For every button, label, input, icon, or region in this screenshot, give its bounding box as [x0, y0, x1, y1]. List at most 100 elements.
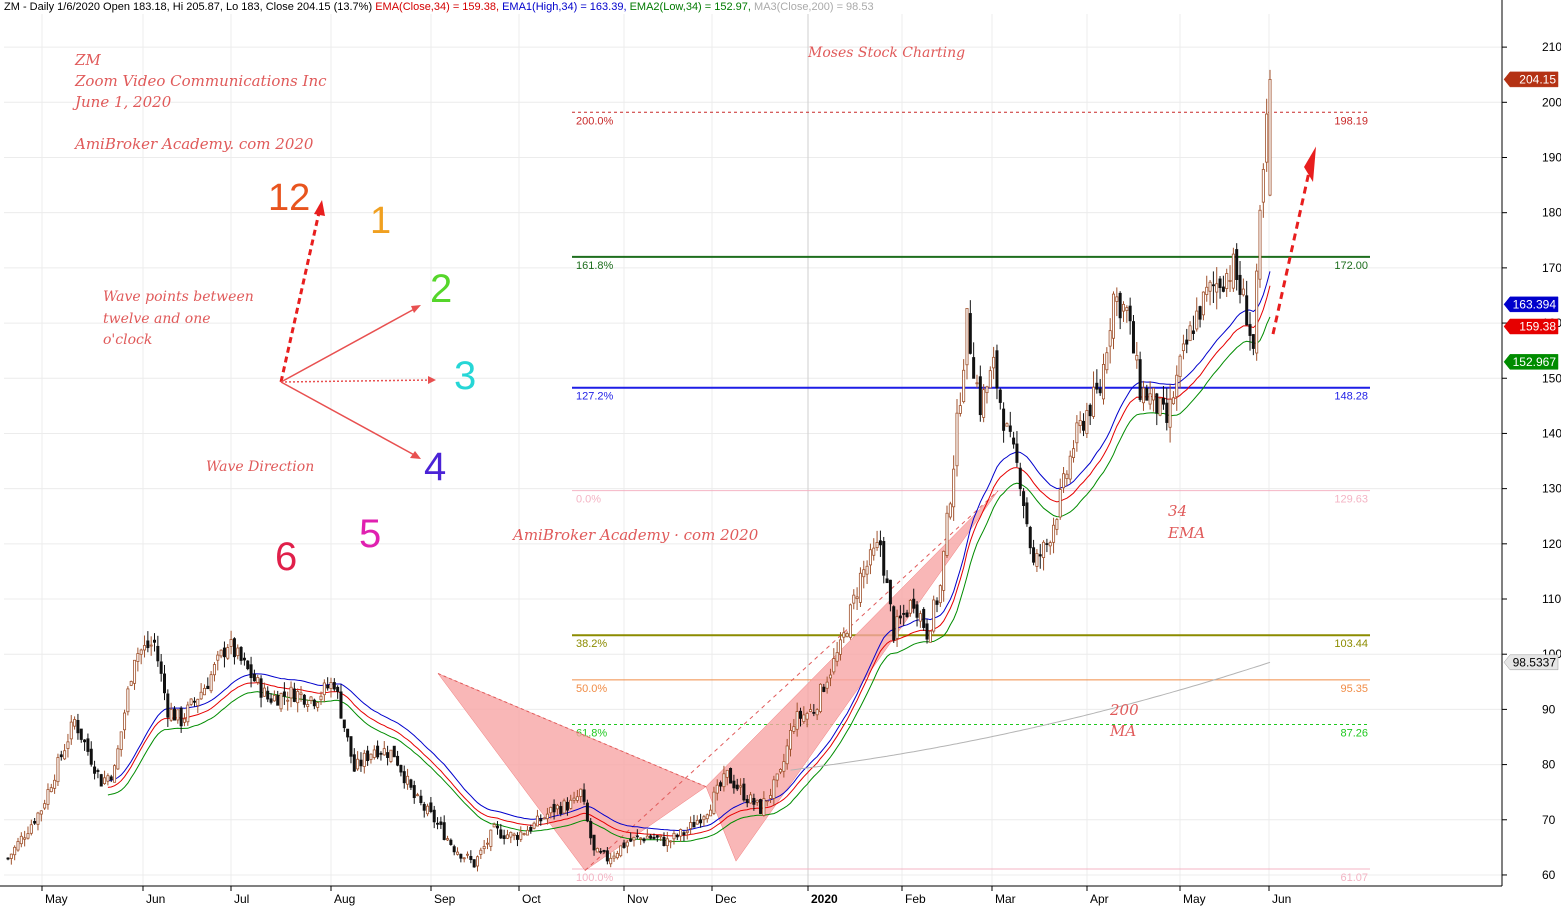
candle-body — [712, 791, 716, 814]
candle-body — [1118, 292, 1122, 319]
y-tick-label: 90 — [1542, 702, 1556, 716]
candle-body — [715, 784, 719, 794]
candle-body — [1238, 274, 1242, 295]
wave-note-line-3: o'clock — [103, 332, 153, 348]
candle-body — [229, 639, 233, 647]
y-tick-label: 210 — [1542, 40, 1561, 54]
fib-value-label: 103.44 — [1334, 638, 1368, 650]
candle-body — [925, 623, 929, 640]
wave-arrow-3 — [280, 379, 433, 383]
candle-body — [655, 835, 659, 838]
candle-body — [552, 803, 556, 813]
candle-body — [103, 777, 107, 785]
candle-body — [222, 647, 226, 658]
candle-body — [645, 835, 649, 839]
candle-body — [595, 847, 599, 853]
candle-body — [1125, 307, 1129, 311]
candle-body — [965, 308, 969, 366]
x-tick-label: Apr — [1090, 892, 1109, 906]
candle-body — [1251, 334, 1255, 349]
y-axis: 6070809010011012013014015016017018019020… — [1501, 0, 1561, 886]
candle-body — [332, 682, 336, 690]
wave-direction-label: Wave Direction — [206, 459, 315, 475]
fib-value-label: 198.19 — [1334, 115, 1368, 127]
candle-body — [622, 842, 626, 848]
candle-body — [772, 779, 776, 799]
candle-body — [1225, 273, 1229, 289]
candle-body — [559, 806, 563, 814]
candle-body — [1228, 280, 1232, 282]
candle-body — [719, 782, 723, 787]
candle-body — [352, 754, 356, 772]
candle-body — [569, 799, 573, 809]
candle-body — [998, 389, 1002, 403]
wave-arrowhead-2 — [411, 305, 421, 313]
candle-body — [545, 813, 549, 819]
candle-body — [199, 691, 203, 700]
candle-body — [9, 853, 13, 859]
candle-body — [1115, 296, 1119, 302]
y-tick-label: 80 — [1542, 758, 1556, 772]
candle-body — [1188, 325, 1192, 342]
candle-body — [286, 699, 290, 702]
candle-body — [209, 674, 213, 692]
candle-body — [119, 731, 123, 750]
candle-body — [356, 758, 360, 770]
candle-body — [192, 700, 196, 703]
candle-body — [1168, 398, 1172, 428]
candle-body — [982, 389, 986, 418]
candle-body — [762, 798, 766, 816]
y-tick-label: 130 — [1542, 482, 1561, 496]
candle-body — [699, 819, 703, 824]
fib-pct-label: 100.0% — [576, 872, 614, 884]
candle-body — [96, 770, 100, 772]
candle-body — [49, 787, 53, 793]
candle-body — [366, 750, 370, 762]
candle-body — [932, 599, 936, 632]
price-tag — [1503, 71, 1559, 88]
brand-label: Moses Stock Charting — [808, 45, 966, 61]
candle-body — [875, 542, 879, 549]
candle-body — [928, 630, 932, 643]
candle-body — [665, 838, 669, 847]
x-tick-label: Nov — [627, 892, 648, 906]
candle-body — [1032, 547, 1036, 563]
candle-body — [975, 382, 979, 385]
candle-body — [399, 764, 403, 773]
candle-body — [565, 801, 569, 811]
candle-body — [882, 541, 886, 576]
candle-body — [309, 696, 313, 701]
candle-body — [938, 585, 942, 604]
candle-body — [1175, 374, 1179, 398]
candle-body — [808, 709, 812, 712]
candle-body — [955, 412, 959, 467]
y-tick-label: 200 — [1542, 95, 1561, 109]
candle-body — [832, 658, 836, 673]
candle-body — [1102, 364, 1106, 400]
x-tick-label: Mar — [995, 892, 1016, 906]
candle-body — [878, 540, 882, 546]
wave-note-line-1: Wave points between — [103, 289, 254, 305]
candle-body — [133, 659, 137, 684]
candle-body — [1045, 543, 1049, 545]
wave-arrow-2 — [280, 306, 419, 383]
candle-body — [619, 845, 623, 857]
y-tick-label: 190 — [1542, 150, 1561, 164]
candle-body — [695, 819, 699, 825]
candle-body — [609, 857, 613, 865]
candle-body — [1185, 339, 1189, 345]
clock-number-12: 12 — [268, 177, 311, 219]
candle-body — [579, 788, 583, 797]
candle-body — [752, 797, 756, 805]
candle-body — [1178, 355, 1182, 377]
candle-body — [862, 569, 866, 578]
candle-body — [292, 688, 296, 702]
candle-body — [346, 728, 350, 738]
candle-body — [679, 829, 683, 837]
candle-body — [93, 766, 97, 774]
candle-body — [515, 834, 519, 840]
price-tag — [1503, 354, 1559, 370]
candle-body — [988, 370, 992, 389]
candle-body — [249, 664, 253, 679]
